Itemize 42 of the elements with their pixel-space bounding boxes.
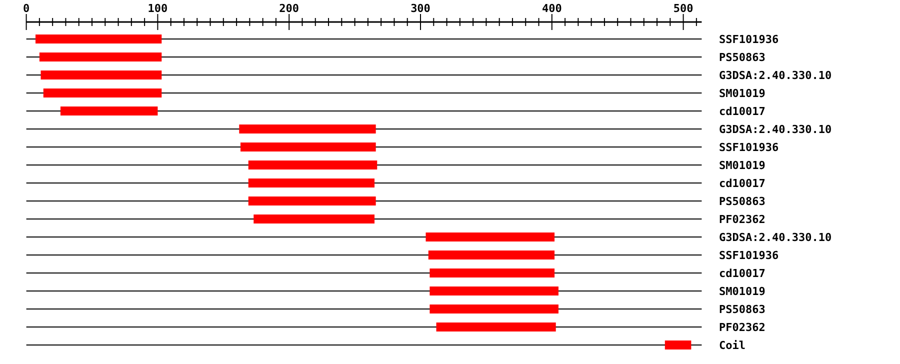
- y-tick-label: G3DSA:2.40.330.10: [719, 69, 832, 82]
- bar: [40, 70, 162, 80]
- y-tick-label: G3DSA:2.40.330.10: [719, 231, 832, 244]
- bar: [39, 52, 162, 62]
- y-tick-label: PS50863: [719, 51, 766, 64]
- bar: [254, 214, 375, 224]
- bar: [248, 160, 378, 170]
- y-tick-label: SM01019: [719, 159, 766, 172]
- y-tick-label: SM01019: [719, 285, 766, 298]
- bar: [36, 34, 162, 44]
- bar: [664, 340, 692, 350]
- y-tick-label: PF02362: [719, 321, 766, 334]
- x-tick-label: 300: [410, 2, 430, 15]
- bar: [239, 124, 376, 134]
- y-tick-label: SSF101936: [719, 249, 779, 262]
- y-tick-label: PS50863: [719, 195, 766, 208]
- bar: [428, 250, 555, 260]
- bar: [248, 178, 375, 188]
- bar: [436, 322, 556, 332]
- bar: [43, 88, 162, 98]
- bar: [430, 268, 555, 278]
- bar: [60, 106, 158, 116]
- x-tick-label: 400: [542, 2, 562, 15]
- x-tick-label: 0: [22, 2, 30, 15]
- y-tick-label: cd10017: [719, 105, 766, 118]
- y-tick-label: PS50863: [719, 303, 766, 316]
- bar: [430, 286, 558, 296]
- y-tick-label: Coil: [719, 339, 746, 352]
- bar: [430, 304, 558, 314]
- y-tick-label: PF02362: [719, 213, 766, 226]
- y-tick-label: SSF101936: [719, 33, 779, 46]
- x-tick-label: 100: [148, 2, 168, 15]
- x-tick-label: 200: [279, 2, 300, 15]
- bar: [248, 196, 376, 206]
- bar: [426, 232, 555, 242]
- y-tick-label: SM01019: [719, 87, 766, 100]
- y-tick-label: G3DSA:2.40.330.10: [719, 123, 832, 136]
- y-tick-label: cd10017: [719, 177, 766, 190]
- x-tick-label: 500: [673, 2, 694, 15]
- y-tick-label: cd10017: [719, 267, 766, 280]
- y-tick-label: SSF101936: [719, 141, 779, 154]
- bar: [240, 142, 376, 152]
